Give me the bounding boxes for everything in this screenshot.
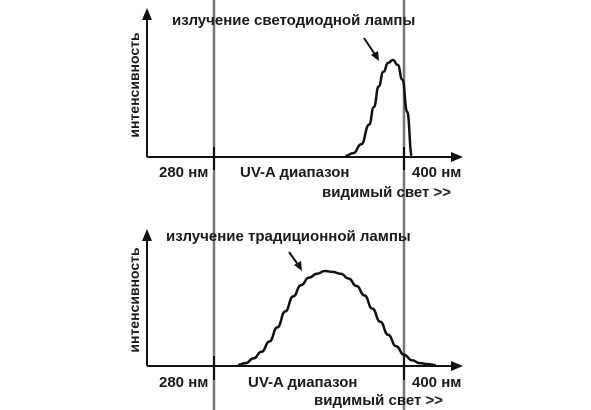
- led-tick-label-400: 400 нм: [412, 164, 461, 181]
- led-y-axis-label: интенсивность: [126, 32, 142, 138]
- led-annotation-arrow: [363, 37, 377, 57]
- led-chart: интенсивность излучение светодиодной лам…: [126, 8, 463, 201]
- traditional-x-axis-arrow: [451, 361, 463, 371]
- led-visible-light-label: видимый свет >>: [322, 184, 451, 201]
- led-spectrum-line: [345, 58, 414, 158]
- traditional-annotation: излучение традиционной лампы: [166, 228, 411, 245]
- traditional-tick-label-280: 280 нм: [159, 374, 208, 391]
- led-tick-label-280: 280 нм: [159, 164, 208, 181]
- led-annotation-arrowhead: [371, 51, 379, 61]
- traditional-y-axis-arrow: [142, 229, 152, 241]
- traditional-chart: интенсивность излучение традиционной лам…: [126, 228, 463, 409]
- led-x-axis-arrow: [451, 152, 463, 162]
- traditional-visible-light-label: видимый свет >>: [314, 392, 443, 409]
- traditional-tick-label-400: 400 нм: [412, 374, 461, 391]
- traditional-band-label: UV-A диапазон: [248, 374, 357, 391]
- led-y-axis-arrow: [142, 8, 152, 20]
- traditional-spectrum-line: [237, 269, 436, 367]
- traditional-y-axis-label: интенсивность: [126, 247, 142, 353]
- traditional-annotation-arrowhead: [294, 261, 302, 271]
- led-band-label: UV-A диапазон: [240, 164, 349, 181]
- led-annotation: излучение светодиодной лампы: [172, 12, 415, 29]
